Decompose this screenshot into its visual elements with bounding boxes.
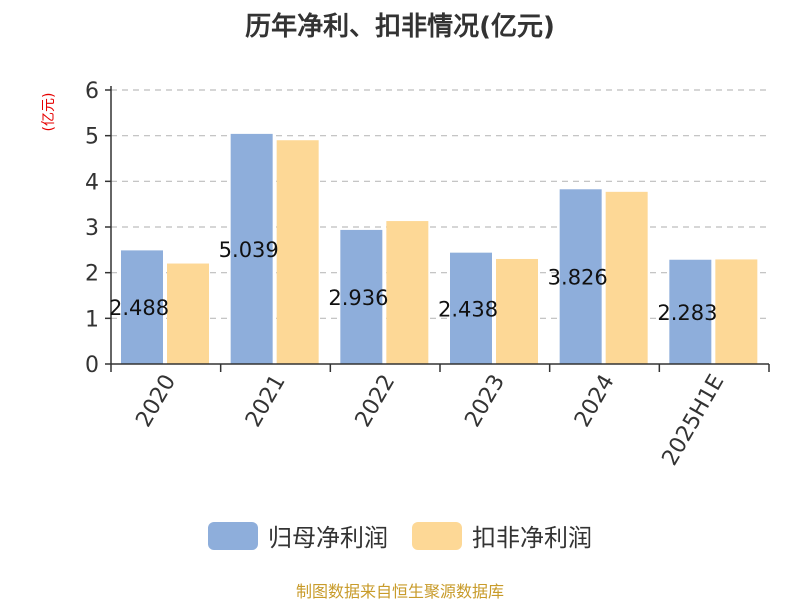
y-tick-label: 5 (85, 125, 99, 150)
data-label: 2.283 (657, 301, 717, 325)
bar-series-2-2024 (605, 191, 648, 364)
legend-item-series-2[interactable]: 扣非净利润 (412, 518, 592, 553)
bars (121, 133, 758, 364)
bar-series-1-2020 (121, 250, 163, 364)
x-tick-label: 2025H1E (657, 371, 729, 470)
bar-series-1-2021 (230, 133, 273, 364)
data-label: 2.936 (328, 286, 388, 310)
data-label: 2.438 (438, 297, 498, 321)
chart-title: 历年净利、扣非情况(亿元) (245, 12, 555, 42)
y-tick-label: 6 (85, 79, 99, 104)
legend: 归母净利润 扣非净利润 (0, 518, 800, 553)
y-tick-label: 1 (85, 307, 99, 332)
data-labels: 2.488 5.039 2.936 2.438 3.826 2.283 (109, 238, 717, 325)
legend-label-series-2: 扣非净利润 (472, 524, 592, 552)
bar-series-1-2022 (340, 229, 383, 364)
bar-series-2-2021 (276, 140, 319, 364)
bar-series-1-2025H1E (669, 259, 712, 364)
legend-label-series-1: 归母净利润 (268, 524, 388, 552)
bar-series-2-2022 (386, 221, 429, 364)
bar-series-2-2025H1E (715, 259, 758, 364)
legend-swatch-series-1 (208, 521, 258, 550)
x-tick-label: 2021 (241, 371, 291, 432)
source-note: 制图数据来自恒生聚源数据库 (295, 582, 504, 601)
x-tick-label: 2020 (131, 371, 181, 432)
y-tick-label: 4 (85, 170, 99, 195)
y-tick-label: 3 (85, 216, 99, 241)
y-tick-label: 2 (85, 262, 99, 287)
legend-item-series-1[interactable]: 归母净利润 (208, 518, 388, 553)
data-label: 2.488 (109, 296, 169, 320)
x-tick-label: 2023 (460, 371, 510, 432)
x-tick-label: 2024 (570, 371, 620, 432)
bar-series-1-2023 (450, 252, 492, 364)
data-label: 3.826 (548, 266, 608, 290)
bar-series-2-2020 (167, 263, 209, 364)
legend-swatch-series-2 (412, 521, 462, 550)
y-tick-label: 0 (85, 353, 99, 378)
bar-series-1-2024 (559, 189, 602, 364)
bar-series-2-2023 (496, 258, 538, 364)
data-label: 5.039 (219, 238, 279, 262)
x-tick-label: 2022 (351, 371, 401, 432)
